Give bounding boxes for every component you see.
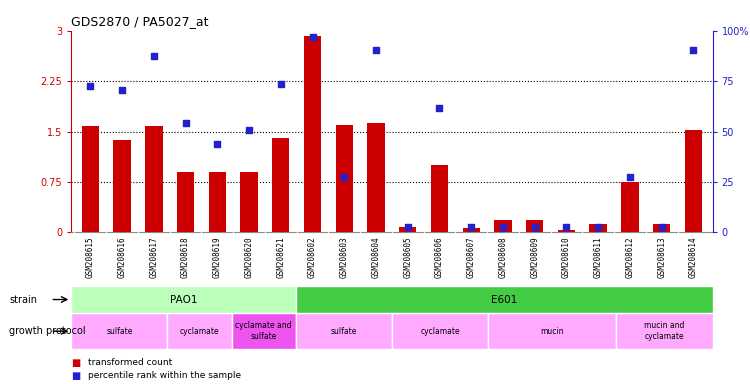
- Text: ■: ■: [71, 371, 80, 381]
- Bar: [209, 172, 226, 232]
- Text: transformed count: transformed count: [88, 358, 172, 367]
- Text: sulfate: sulfate: [106, 327, 133, 336]
- Bar: [71, 313, 167, 349]
- Text: GSM208610: GSM208610: [562, 237, 571, 278]
- Text: GSM208618: GSM208618: [181, 237, 190, 278]
- Bar: [71, 286, 296, 313]
- Text: GSM208607: GSM208607: [466, 237, 476, 278]
- Point: [529, 224, 541, 230]
- Text: GSM208612: GSM208612: [626, 237, 634, 278]
- Text: GSM208611: GSM208611: [594, 237, 603, 278]
- Point: [465, 224, 477, 230]
- Point: [370, 46, 382, 53]
- Bar: [368, 123, 385, 232]
- Text: GSM208617: GSM208617: [149, 237, 158, 278]
- Text: GSM208603: GSM208603: [340, 237, 349, 278]
- Bar: [558, 230, 575, 232]
- Bar: [488, 313, 616, 349]
- Point: [402, 224, 414, 230]
- Bar: [272, 138, 290, 232]
- Bar: [240, 172, 258, 232]
- Text: cyclamate: cyclamate: [420, 327, 460, 336]
- Text: GSM208619: GSM208619: [213, 237, 222, 278]
- Bar: [145, 126, 163, 232]
- Bar: [177, 172, 194, 232]
- Bar: [335, 125, 353, 232]
- Point: [179, 120, 191, 126]
- Text: GSM208621: GSM208621: [276, 237, 285, 278]
- Text: cyclamate and
sulfate: cyclamate and sulfate: [236, 321, 292, 341]
- Point: [656, 224, 668, 230]
- Text: ■: ■: [71, 358, 80, 368]
- Point: [211, 141, 223, 147]
- Bar: [167, 313, 232, 349]
- Bar: [399, 227, 416, 232]
- Bar: [296, 313, 392, 349]
- Bar: [621, 182, 639, 232]
- Point: [433, 105, 445, 111]
- Text: GSM208605: GSM208605: [404, 237, 412, 278]
- Point: [497, 224, 509, 230]
- Text: GSM208609: GSM208609: [530, 237, 539, 278]
- Bar: [653, 224, 670, 232]
- Text: percentile rank within the sample: percentile rank within the sample: [88, 371, 241, 380]
- Text: PAO1: PAO1: [170, 295, 197, 305]
- Bar: [616, 313, 712, 349]
- Point: [624, 174, 636, 180]
- Text: GSM208620: GSM208620: [244, 237, 254, 278]
- Bar: [296, 286, 712, 313]
- Bar: [304, 36, 321, 232]
- Bar: [494, 220, 512, 232]
- Text: GSM208604: GSM208604: [371, 237, 380, 278]
- Text: strain: strain: [9, 295, 37, 305]
- Point: [592, 224, 604, 230]
- Point: [84, 83, 96, 89]
- Point: [243, 127, 255, 133]
- Text: GSM208616: GSM208616: [118, 237, 127, 278]
- Text: cyclamate: cyclamate: [180, 327, 219, 336]
- Point: [688, 46, 700, 53]
- Point: [560, 224, 572, 230]
- Text: GSM208608: GSM208608: [499, 237, 508, 278]
- Point: [338, 174, 350, 180]
- Bar: [590, 224, 607, 232]
- Bar: [430, 165, 448, 232]
- Text: GSM208602: GSM208602: [308, 237, 317, 278]
- Text: GSM208614: GSM208614: [689, 237, 698, 278]
- Bar: [526, 220, 544, 232]
- Bar: [392, 313, 488, 349]
- Point: [148, 53, 160, 59]
- Bar: [232, 313, 296, 349]
- Text: GSM208613: GSM208613: [657, 237, 666, 278]
- Text: GSM208615: GSM208615: [86, 237, 94, 278]
- Text: GDS2870 / PA5027_at: GDS2870 / PA5027_at: [71, 15, 209, 28]
- Text: growth protocol: growth protocol: [9, 326, 86, 336]
- Bar: [463, 228, 480, 232]
- Bar: [113, 140, 130, 232]
- Text: E601: E601: [491, 295, 517, 305]
- Text: mucin: mucin: [541, 327, 564, 336]
- Point: [274, 81, 286, 88]
- Point: [307, 34, 319, 40]
- Point: [116, 87, 128, 93]
- Bar: [82, 126, 99, 232]
- Text: sulfate: sulfate: [331, 327, 357, 336]
- Text: GSM208606: GSM208606: [435, 237, 444, 278]
- Text: mucin and
cyclamate: mucin and cyclamate: [644, 321, 685, 341]
- Bar: [685, 130, 702, 232]
